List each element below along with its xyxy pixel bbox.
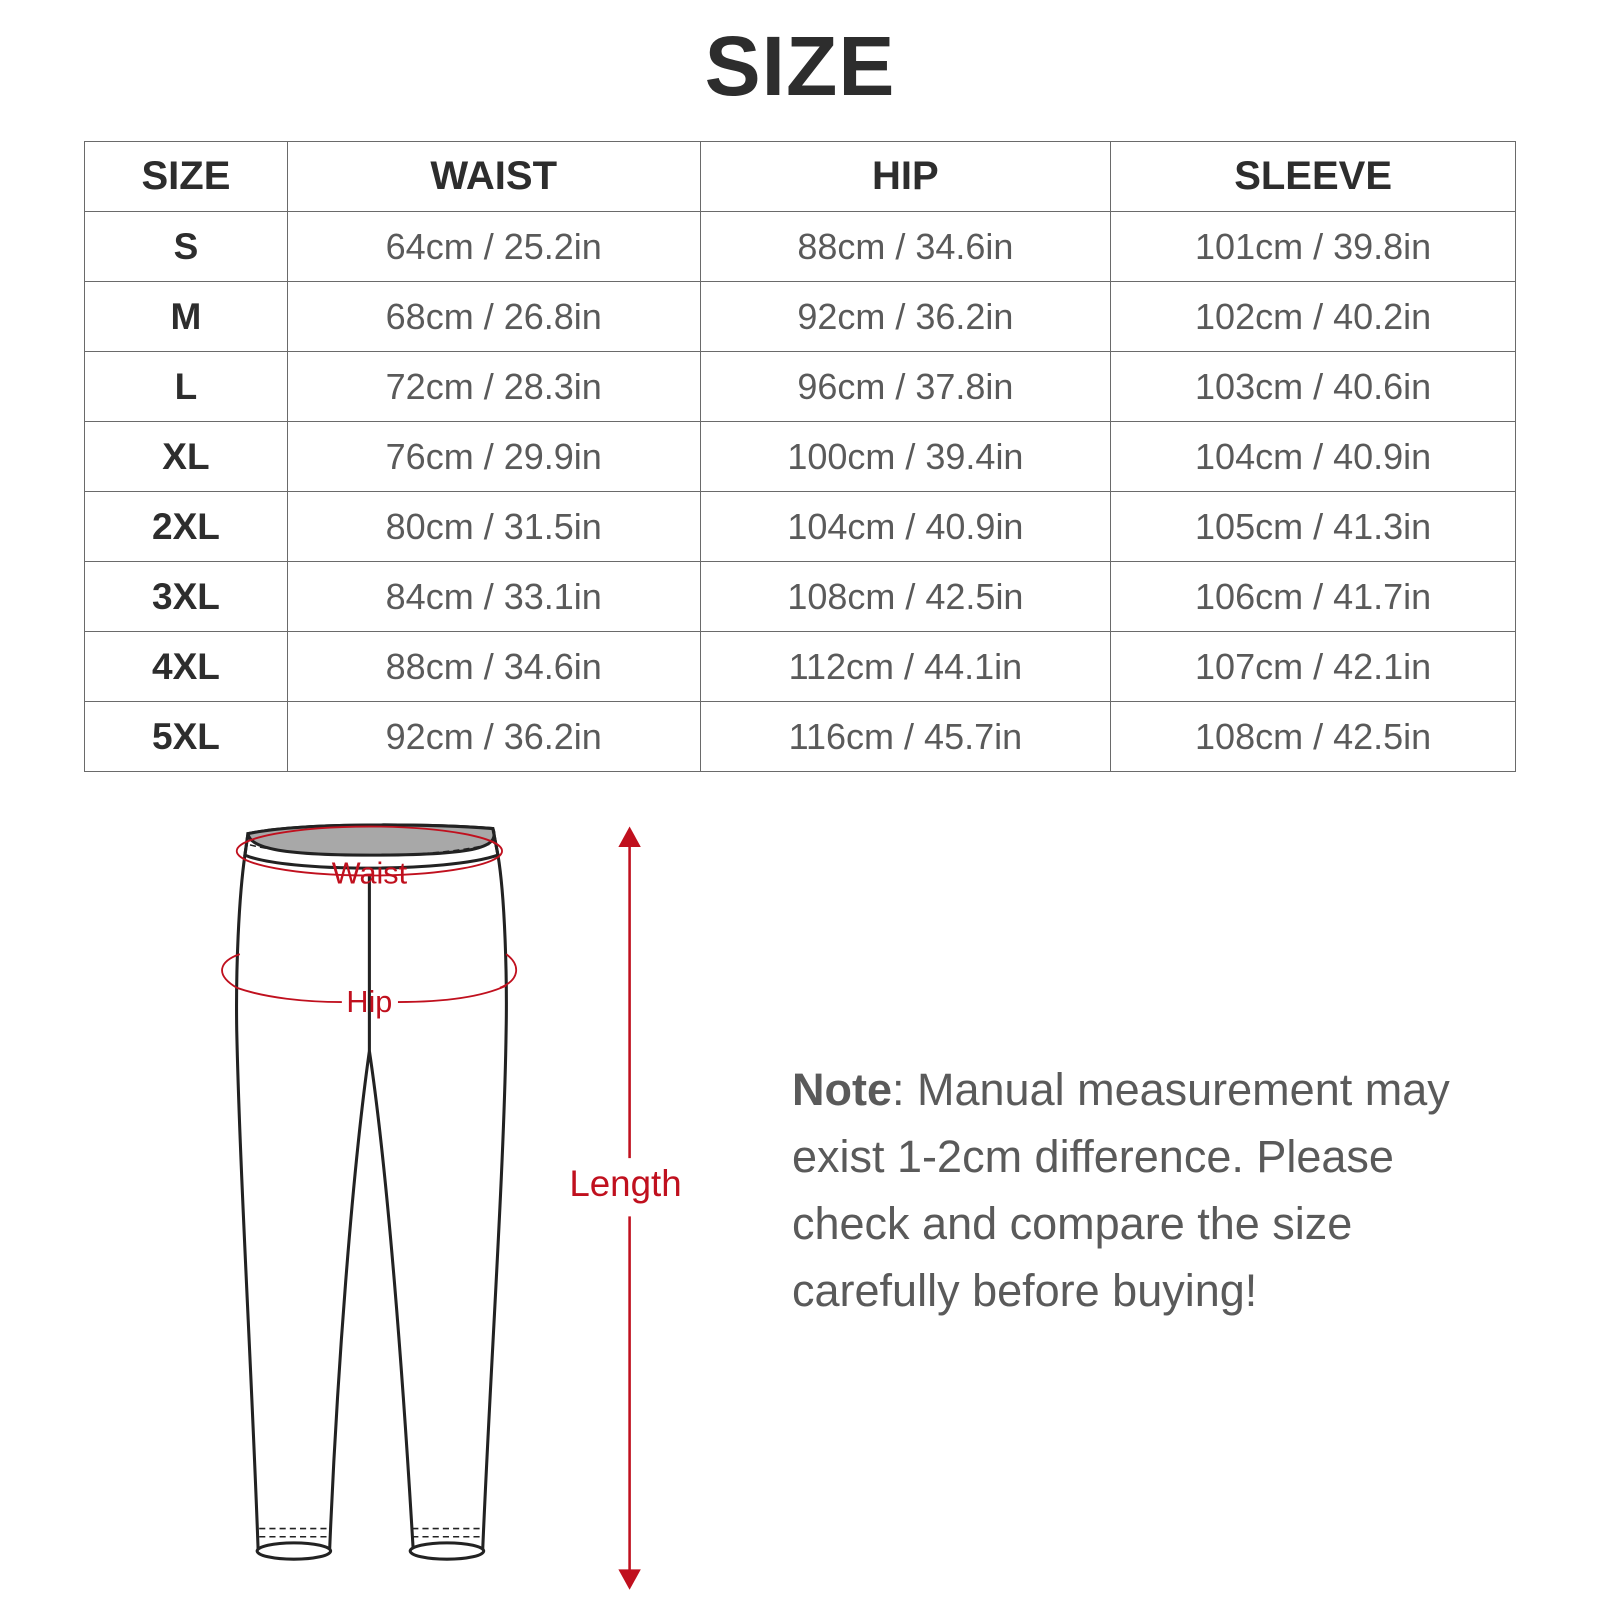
table-row: 4XL 88cm / 34.6in 112cm / 44.1in 107cm / 42… <box>84 631 1516 702</box>
size-cell: M <box>84 281 288 352</box>
table-row: XL 76cm / 29.9in 100cm / 39.4in 104cm / 40.… <box>84 421 1516 492</box>
measurement-cell: 104cm / 40.9in <box>1110 421 1516 492</box>
length-arrow <box>618 826 641 1590</box>
measurement-cell: 107cm / 42.1in <box>1110 631 1516 702</box>
size-cell: S <box>84 211 288 282</box>
note-body: : Manual measurement may exist 1-2cm dif… <box>792 1064 1450 1316</box>
column-header: HIP <box>699 141 1112 212</box>
size-cell: 4XL <box>84 631 288 702</box>
note-text: Note: Manual measurement may exist 1-2cm… <box>792 1056 1522 1324</box>
measurement-cell: 64cm / 25.2in <box>286 211 701 282</box>
measure-lines <box>221 825 517 1003</box>
measurement-cell: 88cm / 34.6in <box>699 211 1112 282</box>
size-cell: 5XL <box>84 701 288 772</box>
size-cell: XL <box>84 421 288 492</box>
table-row: S 64cm / 25.2in 88cm / 34.6in 101cm / 39.8i… <box>84 211 1516 282</box>
measurement-cell: 92cm / 36.2in <box>699 281 1112 352</box>
arrow-down-icon <box>618 1569 641 1590</box>
column-header: SIZE <box>84 141 288 212</box>
note-label: Note <box>792 1064 892 1115</box>
table-row: 3XL 84cm / 33.1in 108cm / 42.5in 106cm / 41… <box>84 561 1516 632</box>
arrow-up-icon <box>618 826 641 847</box>
measurement-cell: 101cm / 39.8in <box>1110 211 1516 282</box>
measurement-cell: 108cm / 42.5in <box>699 561 1112 632</box>
measurement-cell: 105cm / 41.3in <box>1110 491 1516 562</box>
measurement-cell: 76cm / 29.9in <box>286 421 701 492</box>
page-title: SIZE <box>704 19 896 113</box>
hip-label: Hip <box>346 985 392 1019</box>
measurement-cell: 92cm / 36.2in <box>286 701 701 772</box>
size-cell: 2XL <box>84 491 288 562</box>
measurement-cell: 102cm / 40.2in <box>1110 281 1516 352</box>
stitching <box>247 842 498 1538</box>
size-table: SIZE WAIST HIP SLEEVE S 64cm / 25.2in 88cm / … <box>84 141 1516 772</box>
measurement-cell: 106cm / 41.7in <box>1110 561 1516 632</box>
measurement-cell: 80cm / 31.5in <box>286 491 701 562</box>
length-label: Length <box>569 1163 681 1204</box>
leggings-outline <box>235 823 508 1561</box>
measurement-cell: 108cm / 42.5in <box>1110 701 1516 772</box>
measurement-cell: 103cm / 40.6in <box>1110 351 1516 422</box>
measurement-cell: 68cm / 26.8in <box>286 281 701 352</box>
measurement-cell: 104cm / 40.9in <box>699 491 1112 562</box>
waist-label: Waist <box>332 857 408 891</box>
table-row: 5XL 92cm / 36.2in 116cm / 45.7in 108cm / 42… <box>84 701 1516 772</box>
measurement-cell: 116cm / 45.7in <box>699 701 1112 772</box>
measurement-cell: 112cm / 44.1in <box>699 631 1112 702</box>
measurement-cell: 96cm / 37.8in <box>699 351 1112 422</box>
size-cell: 3XL <box>84 561 288 632</box>
table-row: L 72cm / 28.3in 96cm / 37.8in 103cm / 40.6i… <box>84 351 1516 422</box>
measurement-cell: 72cm / 28.3in <box>286 351 701 422</box>
table-row: M 68cm / 26.8in 92cm / 36.2in 102cm / 40.2i… <box>84 281 1516 352</box>
measurement-cell: 88cm / 34.6in <box>286 631 701 702</box>
table-row: 2XL 80cm / 31.5in 104cm / 40.9in 105cm / 41… <box>84 491 1516 562</box>
column-header: SLEEVE <box>1110 141 1516 212</box>
measurement-cell: 100cm / 39.4in <box>699 421 1112 492</box>
